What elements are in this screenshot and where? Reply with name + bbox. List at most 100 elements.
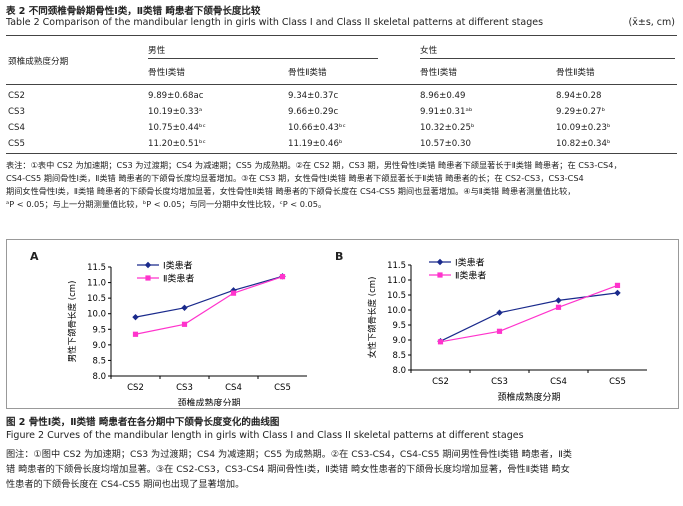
row-stage: CS5 [8,139,25,149]
y-axis-title: 女性下颌骨长度 (cm) [367,277,378,359]
x-tick-label: CS3 [491,377,508,387]
x-tick-label: CS5 [609,377,626,387]
y-tick-label: 11.5 [87,263,106,273]
cell: 11.19±0.46ᵇ [288,139,343,149]
legend-marker [144,261,152,269]
data-point [614,289,621,297]
data-point [614,282,621,288]
cell: 9.89±0.68ac [148,91,204,101]
cell: 8.96±0.49 [420,91,466,101]
table-title-en: Table 2 Comparison of the mandibular len… [6,17,544,28]
table-note-line: ᵃP < 0.05；与上一分期测量值比较，ᵇP < 0.05；与同一分期中女性比… [6,199,327,209]
cell: 10.66±0.43ᵇᶜ [288,123,346,133]
legend-marker [145,275,151,281]
table-unit: (x̄±s, cm) [628,17,675,28]
y-tick-label: 9.0 [92,341,106,351]
y-tick-label: 10.5 [387,291,406,301]
col-female-class1: 骨性Ⅰ类错 [420,68,457,78]
panel-label-b: B [335,250,344,263]
cell: 9.34±0.37c [288,91,339,101]
figure-frame [6,239,679,409]
table-top-rule [6,35,677,36]
chart-b: 11.5 11.0 10.5 10.0 9.5 9.0 8.5 8.0 CS2 CS3 CS4 CS5… [367,257,647,403]
legend-marker [436,258,444,266]
data-point [230,290,237,296]
y-tick-label: 8.5 [92,356,106,366]
y-tick-label: 11.5 [387,261,406,271]
data-point [496,309,503,316]
cell: 10.75±0.44ᵇᶜ [148,123,206,133]
series-line [440,284,618,343]
data-point [132,331,139,337]
legend-label: Ⅰ类患者 [163,260,193,272]
y-tick-label: 9.5 [392,321,406,331]
figure-note-line: 错 畸患者的下颌骨长度均增加显著。③在 CS2-CS3，CS3-CS4 期间骨性… [6,464,570,475]
table-note-line: 表注：①表中 CS2 为加速期；CS3 为过渡期；CS4 为减速期；CS5 为成… [6,160,622,170]
data-point [496,328,503,334]
x-tick-label: CS4 [225,383,242,393]
group-male: 男性 [148,46,166,56]
y-axis-title: 男性下颌骨长度 (cm) [67,281,78,363]
series-line [440,292,618,342]
row-stage: CS4 [8,123,25,133]
data-point [181,321,188,327]
cell: 10.32±0.25ᵇ [420,123,475,133]
x-tick-label: CS5 [274,383,291,393]
cell: 9.29±0.27ᵇ [556,107,606,117]
col-male-class1: 骨性Ⅰ类错 [148,68,185,78]
data-point [279,274,286,280]
x-axis-title: 颈椎成熟度分期 [177,397,240,406]
y-tick-label: 9.0 [392,336,406,346]
x-tick-label: CS4 [550,377,567,387]
female-group-rule [420,58,675,59]
y-tick-label: 8.0 [92,372,106,382]
group-female: 女性 [420,46,438,56]
table-title-cn: 表 2 不同颈椎骨龄期骨性Ⅰ类，Ⅱ类错 畸患者下颌骨长度比较 [6,6,261,17]
cell: 10.09±0.23ᵇ [556,123,611,133]
figure-caption-cn: 图 2 骨性Ⅰ类，Ⅱ类错 畸患者在各分期中下颌骨长度变化的曲线图 [6,417,280,428]
x-tick-label: CS3 [176,383,193,393]
male-group-rule [148,58,378,59]
chart-a: 11.5 11.0 10.5 10.0 9.5 9.0 8.5 8.0 CS2 CS3 CS4 CS5… [67,260,307,406]
y-tick-label: 8.5 [392,351,406,361]
x-tick-label: CS2 [127,383,144,393]
table-bottom-rule [6,153,677,154]
y-tick-label: 11.0 [387,276,406,286]
row-stage: CS2 [8,91,25,101]
y-tick-label: 10.0 [87,310,106,320]
data-point [181,304,188,311]
cell: 11.20±0.51ᵇᶜ [148,139,206,149]
col-male-class2: 骨性Ⅱ类错 [288,68,327,78]
x-axis-title: 颈椎成熟度分期 [497,391,560,403]
legend-label: Ⅰ类患者 [455,257,485,269]
col-female-class2: 骨性Ⅱ类错 [556,68,595,78]
y-tick-label: 8.0 [392,366,406,376]
cell: 10.19±0.33ᵃ [148,107,203,117]
cell: 9.66±0.29c [288,107,339,117]
legend-label: Ⅱ类患者 [163,273,194,285]
stub-header: 颈椎成熟度分期 [8,57,69,67]
cell: 10.82±0.34ᵇ [556,139,611,149]
figure-caption-en: Figure 2 Curves of the mandibular length… [6,430,524,441]
row-stage: CS3 [8,107,25,117]
legend-marker [437,272,443,278]
data-point [555,304,562,310]
cell: 9.91±0.31ᵃᵇ [420,107,473,117]
panel-label-a: A [30,250,39,263]
data-point [437,339,444,345]
data-point [555,297,562,304]
cell: 10.57±0.30 [420,139,471,149]
table-header-rule [6,84,677,85]
series-line [135,276,283,335]
series-line [135,275,283,318]
x-tick-label: CS2 [432,377,449,387]
figure-note-line: 图注：①图中 CS2 为加速期；CS3 为过渡期；CS4 为减速期；CS5 为成… [6,449,572,460]
cell: 8.94±0.28 [556,91,602,101]
legend-label: Ⅱ类患者 [455,270,486,282]
table-note-line: 期间女性骨性Ⅰ类，Ⅱ类错 畸患者的下颌骨长度均增加显著，女性骨性Ⅱ类错 畸患者的… [6,186,576,196]
y-tick-label: 9.5 [92,325,106,335]
y-tick-label: 10.5 [87,294,106,304]
y-tick-label: 11.0 [87,279,106,289]
y-tick-label: 10.0 [387,306,406,316]
figure-note-line: 性患者的下颌骨长度在 CS4-CS5 期间也出现了显著增加。 [6,479,245,490]
